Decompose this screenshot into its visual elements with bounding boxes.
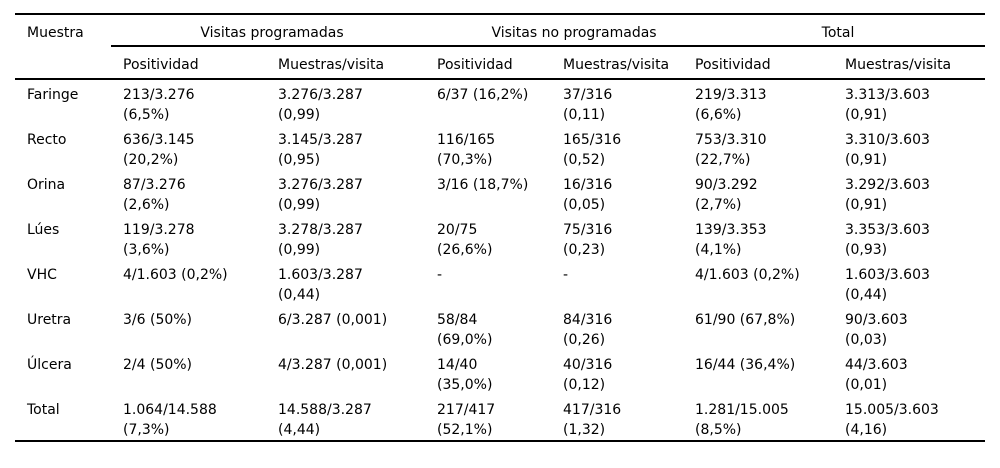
table-header: Muestra Visitas programadas Visitas no p… — [15, 14, 986, 80]
cell: 3.313/3.603 (0,91) — [845, 87, 930, 123]
table-row-faringe: Faringe 213/3.276 (6,5%) 3.276/3.287 (0,… — [15, 79, 985, 125]
cell: 2/4 (50%) — [123, 357, 193, 373]
cell: 116/165 (70,3%) — [437, 132, 496, 168]
cell: 14.588/3.287 (4,44) — [278, 402, 372, 438]
cell: 3.292/3.603 (0,91) — [845, 177, 930, 213]
cell: 3/16 (18,7%) — [437, 177, 529, 193]
group-header-total: Total — [683, 14, 986, 47]
cell: 3/6 (50%) — [123, 312, 193, 328]
cell: 3.145/3.287 (0,95) — [278, 132, 363, 168]
cell: 90/3.603 (0,03) — [845, 312, 908, 348]
cell: 4/1.603 (0,2%) — [123, 267, 228, 283]
subheader-positividad-total: Positividad — [683, 46, 834, 80]
cell: 6/37 (16,2%) — [437, 87, 529, 103]
cell: 58/84 (69,0%) — [437, 312, 493, 348]
table-row-orina: Orina 87/3.276 (2,6%) 3.276/3.287 (0,99)… — [15, 170, 985, 215]
table-body: Faringe 213/3.276 (6,5%) 3.276/3.287 (0,… — [15, 79, 985, 441]
cell: 119/3.278 (3,6%) — [123, 222, 195, 258]
row-label: Lúes — [27, 222, 60, 238]
row-label: Orina — [27, 177, 66, 193]
results-table: Muestra Visitas programadas Visitas no p… — [15, 13, 986, 442]
cell: 1.603/3.603 (0,44) — [845, 267, 930, 303]
row-label: Uretra — [27, 312, 72, 328]
cell: 44/3.603 (0,01) — [845, 357, 908, 393]
subheader-positividad-no-programadas: Positividad — [425, 46, 552, 80]
cell: - — [563, 267, 569, 283]
group-header-visitas-no-programadas: Visitas no programadas — [425, 14, 684, 47]
cell: 3.353/3.603 (0,93) — [845, 222, 930, 258]
cell: 753/3.310 (22,7%) — [695, 132, 767, 168]
row-label: VHC — [27, 267, 57, 283]
table-row-ulcera: Úlcera 2/4 (50%) 4/3.287 (0,001) 14/40 (… — [15, 350, 985, 395]
cell: 87/3.276 (2,6%) — [123, 177, 186, 213]
cell: 3.276/3.287 (0,99) — [278, 177, 363, 213]
row-label: Total — [27, 402, 60, 418]
cell: 4/1.603 (0,2%) — [695, 267, 800, 283]
group-header-visitas-programadas: Visitas programadas — [111, 14, 426, 47]
cell: 417/316 (1,32) — [563, 402, 622, 438]
cell: - — [437, 267, 443, 283]
cell: 84/316 (0,26) — [563, 312, 613, 348]
cell: 6/3.287 (0,001) — [278, 312, 388, 328]
table-row-recto: Recto 636/3.145 (20,2%) 3.145/3.287 (0,9… — [15, 125, 985, 170]
cell: 15.005/3.603 (4,16) — [845, 402, 939, 438]
cell: 3.278/3.287 (0,99) — [278, 222, 363, 258]
table-row-total: Total 1.064/14.588 (7,3%) 14.588/3.287 (… — [15, 395, 985, 441]
group-header-row: Muestra Visitas programadas Visitas no p… — [15, 14, 986, 80]
cell: 61/90 (67,8%) — [695, 312, 796, 328]
row-label: Úlcera — [27, 357, 72, 373]
cell: 139/3.353 (4,1%) — [695, 222, 767, 258]
sub-header-row: Positividad Muestras/visita Positividad … — [15, 46, 986, 80]
cell: 40/316 (0,12) — [563, 357, 613, 393]
cell: 1.603/3.287 (0,44) — [278, 267, 363, 303]
cell: 90/3.292 (2,7%) — [695, 177, 758, 213]
cell: 14/40 (35,0%) — [437, 357, 493, 393]
subheader-muestras-visita-programadas: Muestras/visita — [266, 46, 426, 80]
table-row-lues: Lúes 119/3.278 (3,6%) 3.278/3.287 (0,99)… — [15, 215, 985, 260]
cell: 4/3.287 (0,001) — [278, 357, 388, 373]
cell: 213/3.276 (6,5%) — [123, 87, 195, 123]
cell: 1.064/14.588 (7,3%) — [123, 402, 217, 438]
cell: 75/316 (0,23) — [563, 222, 613, 258]
corner-header-muestra: Muestra — [15, 14, 111, 80]
table-row-uretra: Uretra 3/6 (50%) 6/3.287 (0,001) 58/84 (… — [15, 305, 985, 350]
row-label: Faringe — [27, 87, 79, 103]
row-label: Recto — [27, 132, 67, 148]
subheader-muestras-visita-no-programadas: Muestras/visita — [551, 46, 684, 80]
subheader-positividad-programadas: Positividad — [111, 46, 266, 80]
cell: 3.310/3.603 (0,91) — [845, 132, 930, 168]
cell: 37/316 (0,11) — [563, 87, 613, 123]
cell: 20/75 (26,6%) — [437, 222, 493, 258]
cell: 217/417 (52,1%) — [437, 402, 496, 438]
cell: 636/3.145 (20,2%) — [123, 132, 195, 168]
cell: 1.281/15.005 (8,5%) — [695, 402, 789, 438]
subheader-muestras-visita-total: Muestras/visita — [833, 46, 986, 80]
cell: 219/3.313 (6,6%) — [695, 87, 767, 123]
cell: 16/316 (0,05) — [563, 177, 613, 213]
cell: 16/44 (36,4%) — [695, 357, 796, 373]
table-row-vhc: VHC 4/1.603 (0,2%) 1.603/3.287 (0,44) - … — [15, 260, 985, 305]
cell: 3.276/3.287 (0,99) — [278, 87, 363, 123]
cell: 165/316 (0,52) — [563, 132, 622, 168]
